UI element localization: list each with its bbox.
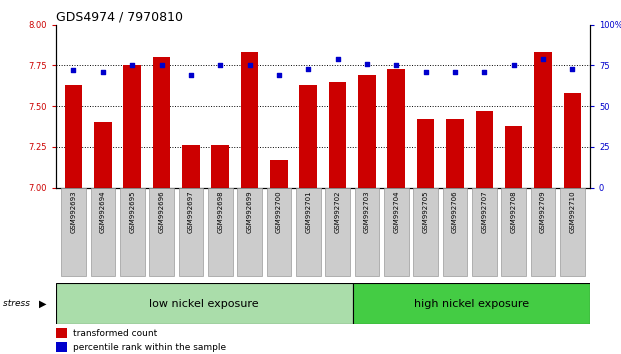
Bar [124,65,141,188]
Bar [94,122,112,188]
FancyBboxPatch shape [560,188,584,276]
Bar [446,119,464,188]
FancyBboxPatch shape [443,188,467,276]
Text: GSM992700: GSM992700 [276,190,282,233]
Point [538,56,548,62]
Point [274,73,284,78]
FancyBboxPatch shape [355,188,379,276]
Point [186,73,196,78]
Text: GSM992693: GSM992693 [71,190,76,233]
FancyBboxPatch shape [414,188,438,276]
Point [98,69,108,75]
Point [568,66,578,72]
Text: GSM992710: GSM992710 [569,190,575,233]
Point [450,69,460,75]
Bar [182,145,200,188]
Text: high nickel exposure: high nickel exposure [414,298,529,309]
FancyBboxPatch shape [353,283,590,324]
Text: GSM992694: GSM992694 [100,190,106,233]
Text: GSM992695: GSM992695 [129,190,135,233]
Bar [270,160,288,188]
Text: GSM992705: GSM992705 [423,190,428,233]
Point [333,56,343,62]
Bar [153,57,170,188]
Bar [534,52,552,188]
Point [303,66,313,72]
Bar [388,69,405,188]
Text: GSM992707: GSM992707 [481,190,487,233]
FancyBboxPatch shape [501,188,526,276]
Point [156,63,166,68]
FancyBboxPatch shape [56,283,353,324]
Point [509,63,519,68]
FancyBboxPatch shape [472,188,497,276]
FancyBboxPatch shape [120,188,145,276]
Text: GDS4974 / 7970810: GDS4974 / 7970810 [56,11,183,24]
Text: GSM992708: GSM992708 [510,190,517,233]
Text: GSM992703: GSM992703 [364,190,370,233]
FancyBboxPatch shape [61,188,86,276]
Text: GSM992698: GSM992698 [217,190,223,233]
FancyBboxPatch shape [266,188,291,276]
Point [215,63,225,68]
FancyBboxPatch shape [149,188,174,276]
Bar [417,119,435,188]
Text: GSM992699: GSM992699 [247,190,253,233]
FancyBboxPatch shape [296,188,320,276]
Text: GSM992696: GSM992696 [158,190,165,233]
Bar [65,85,83,188]
FancyBboxPatch shape [531,188,555,276]
Bar [505,126,522,188]
Bar [299,85,317,188]
Bar [563,93,581,188]
Text: GSM992709: GSM992709 [540,190,546,233]
Text: percentile rank within the sample: percentile rank within the sample [73,343,227,352]
Bar [211,145,229,188]
Point [127,63,137,68]
Text: ▶: ▶ [39,298,47,309]
Text: GSM992704: GSM992704 [393,190,399,233]
FancyBboxPatch shape [179,188,203,276]
FancyBboxPatch shape [384,188,409,276]
Bar [241,52,258,188]
FancyBboxPatch shape [91,188,115,276]
Text: GSM992706: GSM992706 [452,190,458,233]
Point [479,69,489,75]
FancyBboxPatch shape [208,188,232,276]
Text: GSM992701: GSM992701 [306,190,311,233]
Text: GSM992697: GSM992697 [188,190,194,233]
Point [420,69,430,75]
Bar [358,75,376,188]
Text: stress: stress [3,299,33,308]
Bar [476,111,493,188]
Bar [329,82,347,188]
FancyBboxPatch shape [237,188,262,276]
Point [245,63,255,68]
Point [362,61,372,67]
Text: low nickel exposure: low nickel exposure [150,298,259,309]
Text: transformed count: transformed count [73,329,158,338]
Point [68,68,78,73]
FancyBboxPatch shape [325,188,350,276]
Point [391,63,401,68]
Text: GSM992702: GSM992702 [335,190,340,233]
